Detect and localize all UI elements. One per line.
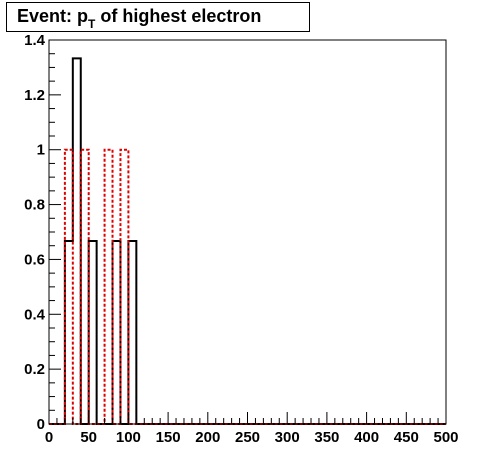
plot-frame: [48, 39, 447, 425]
x-tick-label: 350: [314, 429, 339, 446]
histogram-series-black: [49, 57, 446, 425]
chart-title-suffix: of highest electron: [95, 6, 262, 26]
y-tick-label: 0: [37, 416, 45, 433]
y-tick-label: 0.4: [24, 306, 46, 323]
x-tick-label: 0: [45, 429, 53, 446]
x-tick-label: 200: [195, 429, 220, 446]
x-tick-label: 500: [433, 429, 458, 446]
x-tick-label: 450: [394, 429, 419, 446]
y-tick-label: 1: [37, 142, 45, 159]
x-tick-label: 250: [235, 429, 260, 446]
x-tick-label: 150: [156, 429, 181, 446]
x-tick-label: 400: [354, 429, 379, 446]
y-tick-label: 0.2: [24, 361, 45, 378]
y-tick-label: 1.2: [24, 87, 45, 104]
x-tick-label: 300: [275, 429, 300, 446]
y-tick-label: 0.6: [24, 251, 45, 268]
chart-title-box: Event: pT of highest electron: [6, 2, 310, 32]
histogram-series-red: [49, 148, 446, 425]
chart-title: Event: pT of highest electron: [17, 6, 262, 31]
x-tick-label: 100: [116, 429, 141, 446]
chart-title-prefix: Event: p: [17, 6, 89, 26]
x-tick-label: 50: [80, 429, 97, 446]
y-tick-label: 0.8: [24, 197, 45, 214]
chart-title-subscript: T: [88, 17, 96, 31]
y-tick-label: 1.4: [24, 32, 46, 49]
